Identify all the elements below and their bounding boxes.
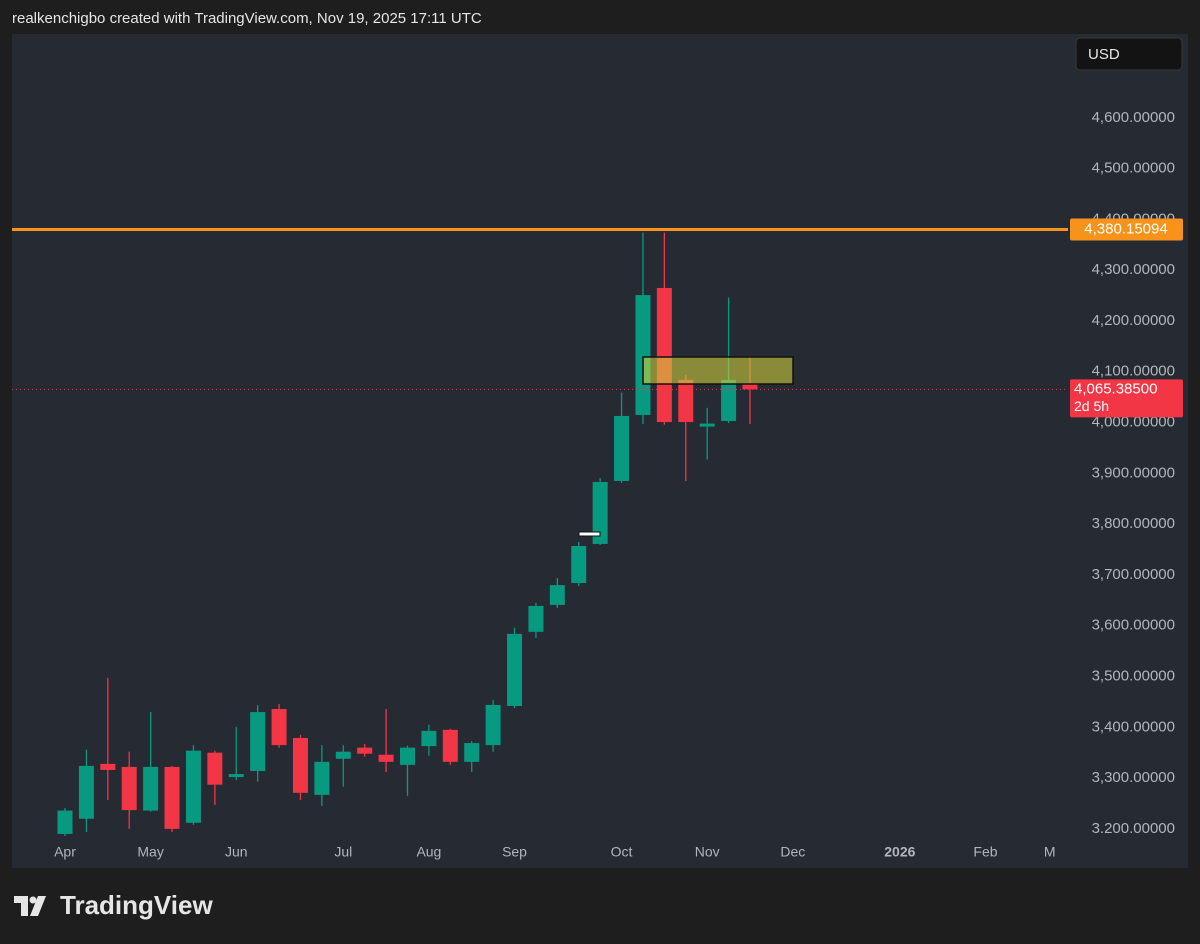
candle-body [464,743,480,762]
y-tick-label: 3,900.00000 [1092,464,1175,481]
y-tick-label: 3.200.00000 [1092,820,1175,837]
candle-body [378,754,394,762]
x-tick-label: Oct [611,844,633,860]
candle-body [656,287,672,423]
y-tick-label: 4,100.00000 [1092,363,1175,380]
candle-body [228,774,244,778]
plot-area [12,34,1068,868]
level-label-box [1070,218,1183,241]
candle-body [721,379,737,422]
currency-label: USD [1088,46,1120,63]
x-tick-label: 2026 [884,844,915,860]
level-label: 4,380.15094 [1084,220,1167,237]
candle-body [421,730,437,747]
candle-body [271,709,287,746]
candle-body [250,712,266,771]
candle-body [399,747,415,765]
candle-body [635,295,651,415]
candle-body [549,585,565,605]
candle-body [207,752,223,785]
y-tick-label: 3,600.00000 [1092,617,1175,634]
candle-body [592,481,608,544]
zone-rectangle [642,356,794,385]
candle-body [678,379,694,423]
candle-body [78,765,94,819]
candle-body [742,383,758,390]
candle-body [571,545,587,584]
countdown-label: 2d 5h [1074,398,1109,414]
candle-body [507,633,523,706]
y-tick-label: 3,400.00000 [1092,718,1175,735]
candle-body [335,751,351,759]
candle-body [143,766,159,811]
x-tick-label: Jun [225,844,248,860]
marks: 3.200.00000 3,300.00000 3,400.00000 3,500.0… [12,109,1175,860]
y-tick-label: 4,300.00000 [1092,261,1175,278]
candle-body [185,750,201,823]
x-tick-label: Feb [973,844,997,860]
y-tick-label: 4,200.00000 [1092,312,1175,329]
candle-body [57,810,73,834]
candle-body [442,729,458,762]
x-tick-label: Nov [695,844,720,860]
x-tick-label: Dec [780,844,805,860]
y-tick-label: 4,600.00000 [1092,109,1175,126]
candle-body [100,763,116,770]
y-tick-label: 4,500.00000 [1092,160,1175,177]
candle-body [164,766,180,829]
x-tick-label: Sep [502,844,527,860]
logo-text: TradingView [60,890,213,920]
candle-body [614,415,630,481]
candle-body [121,766,137,811]
y-tick-label: 4,000.00000 [1092,414,1175,431]
candle-body [314,761,330,795]
candle-body [485,704,501,746]
y-tick-label: 3,500.00000 [1092,667,1175,684]
header-text: realkenchigbo created with TradingView.c… [12,10,482,27]
candle-body [699,423,715,427]
price-axis [1068,34,1188,868]
y-tick-label: 3,800.00000 [1092,515,1175,532]
y-tick-label: 3,700.00000 [1092,566,1175,583]
currency-button[interactable] [1075,37,1183,71]
x-tick-label: M [1044,844,1056,860]
last-price-box [1070,379,1183,418]
y-tick-label: 3,300.00000 [1092,769,1175,786]
candle-body [528,605,544,632]
logo-icon [14,896,46,916]
x-tick-label: Jul [334,844,352,860]
candle-body [357,747,373,754]
candle-body [292,737,308,793]
x-tick-label: Apr [54,844,76,860]
marker [578,531,601,537]
x-tick-label: Aug [416,844,441,860]
last-price-label: 4,065.38500 [1074,380,1157,397]
x-tick-label: May [137,844,163,860]
